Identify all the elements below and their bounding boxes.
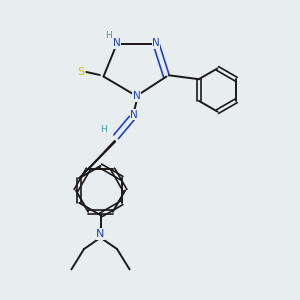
- Text: N: N: [152, 38, 160, 49]
- Text: N: N: [113, 38, 121, 49]
- Text: H: H: [100, 125, 106, 134]
- Text: S: S: [77, 67, 85, 77]
- Text: H: H: [105, 31, 111, 40]
- Text: N: N: [133, 91, 140, 101]
- Text: N: N: [96, 229, 105, 239]
- Text: N: N: [130, 110, 138, 120]
